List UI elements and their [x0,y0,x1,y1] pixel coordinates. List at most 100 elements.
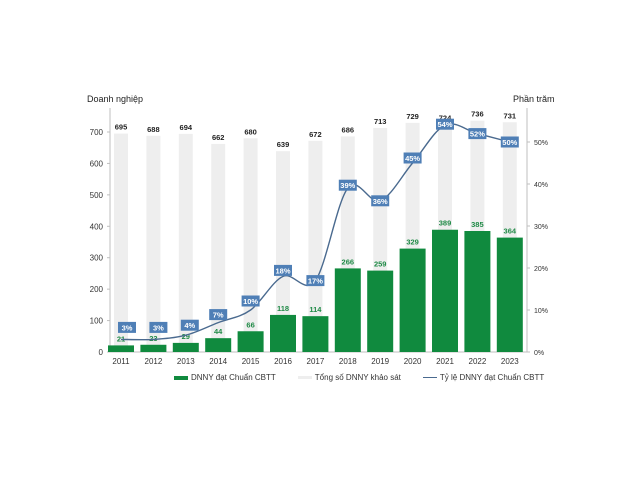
x-tick-label: 2022 [469,357,487,366]
ratio-label-box [241,295,260,307]
total-bar-label: 695 [115,123,128,132]
certified-bar [302,316,329,352]
left-tick-label: 700 [90,128,104,137]
ratio-label: 3% [122,323,133,332]
x-tick-label: 2021 [436,357,454,366]
total-bar-label: 662 [212,133,225,142]
x-tick-label: 2015 [242,357,260,366]
ratio-label-box [118,321,136,333]
ratio-label-box [371,195,390,207]
right-tick-label: 20% [534,266,548,273]
certified-bar-label: 23 [149,334,157,343]
total-bar-label: 694 [180,123,193,132]
legend-item-gray: Tổng số DNNY khảo sát [297,373,401,382]
x-tick-label: 2014 [209,357,227,366]
certified-bar-label: 44 [214,327,223,336]
ratio-label-box [500,136,519,148]
ratio-label: 54% [437,120,452,129]
certified-bar [496,237,523,352]
total-bar-label: 672 [309,130,322,139]
ratio-label: 17% [308,277,323,286]
legend-label: Tỷ lệ DNNY đạt Chuẩn CBTT [439,373,545,382]
total-bar [211,143,226,352]
total-bar-label: 688 [147,125,160,134]
left-tick-label: 100 [90,317,104,326]
x-tick-label: 2017 [307,357,325,366]
certified-bar [172,342,199,352]
x-tick-label: 2011 [112,357,130,366]
ratio-label-box [403,152,422,164]
x-tick-label: 2020 [404,357,422,366]
certified-bar [270,314,296,352]
total-bar-label: 736 [471,110,484,119]
left-tick-label: 600 [90,159,104,168]
certified-bar-label: 266 [342,257,355,266]
legend-label: Tổng số DNNY khảo sát [314,373,401,382]
ratio-label-box [180,319,199,331]
x-tick-label: 2023 [501,357,519,366]
certified-bar-label: 364 [504,227,517,236]
left-tick-label: 200 [90,285,104,294]
legend-label: DNNY đạt Chuẩn CBTT [191,373,276,382]
left-tick-label: 500 [90,191,104,200]
ratio-label-box [274,264,292,276]
total-bar-label: 639 [277,140,290,149]
total-bar [146,135,161,352]
x-tick-label: 2016 [274,357,292,366]
certified-bar [334,268,361,352]
total-bar [276,151,290,352]
right-tick-label: 40% [534,182,548,189]
certified-bar [464,231,491,352]
total-bar-label: 680 [244,127,257,136]
x-tick-label: 2012 [145,357,163,366]
x-tick-label: 2019 [371,357,389,366]
certified-bar [205,338,232,352]
certified-bar-label: 29 [182,332,190,341]
gray-bar-swatch-icon [297,376,312,379]
certified-bar [399,248,426,352]
certified-bar-label: 66 [246,320,254,329]
ratio-label-box [306,275,325,287]
total-bar-label: 729 [406,112,419,121]
certified-bar-label: 259 [374,260,387,269]
right-tick-label: 30% [534,224,548,231]
ratio-label: 7% [213,311,224,320]
x-tick-label: 2013 [177,357,195,366]
certified-bar [140,344,167,352]
ratio-label: 3% [153,323,164,332]
total-bar-label: 731 [504,111,517,120]
ratio-label-box [436,118,454,130]
ratio-label: 36% [373,197,388,206]
total-bar-label: 686 [342,125,355,134]
legend-item-green: DNNY đạt Chuẩn CBTT [174,373,276,382]
certified-bar-label: 114 [309,305,322,314]
right-tick-label: 10% [534,308,548,315]
ratio-label-box [338,179,357,191]
right-tick-label: 50% [534,140,548,147]
total-bar [114,133,128,352]
total-bar [308,140,323,352]
left-tick-label: 0 [99,348,104,357]
total-bar-label: 713 [374,117,387,126]
ratio-label: 18% [275,266,290,275]
left-axis-title: Doanh nghiệp [87,94,144,104]
right-tick-label: 0% [534,350,544,357]
left-tick-label: 300 [90,254,104,263]
certified-bar [367,270,394,352]
certified-bar-label: 329 [406,238,419,247]
certified-bar [432,229,458,352]
line-swatch-icon [422,377,437,378]
ratio-label: 4% [184,321,195,330]
left-tick-label: 400 [90,222,104,231]
legend: DNNY đạt Chuẩn CBTT Tổng số DNNY khảo sá… [174,373,566,382]
certified-bar-label: 385 [471,220,484,229]
certified-bar-label: 389 [439,219,452,228]
total-bar-label: 724 [439,113,452,122]
ratio-label-box [149,321,168,333]
green-bar-swatch-icon [174,375,188,380]
certified-bar-label: 118 [277,304,289,313]
x-tick-label: 2018 [339,357,357,366]
total-bar [178,133,193,352]
ratio-label-box [468,128,487,140]
